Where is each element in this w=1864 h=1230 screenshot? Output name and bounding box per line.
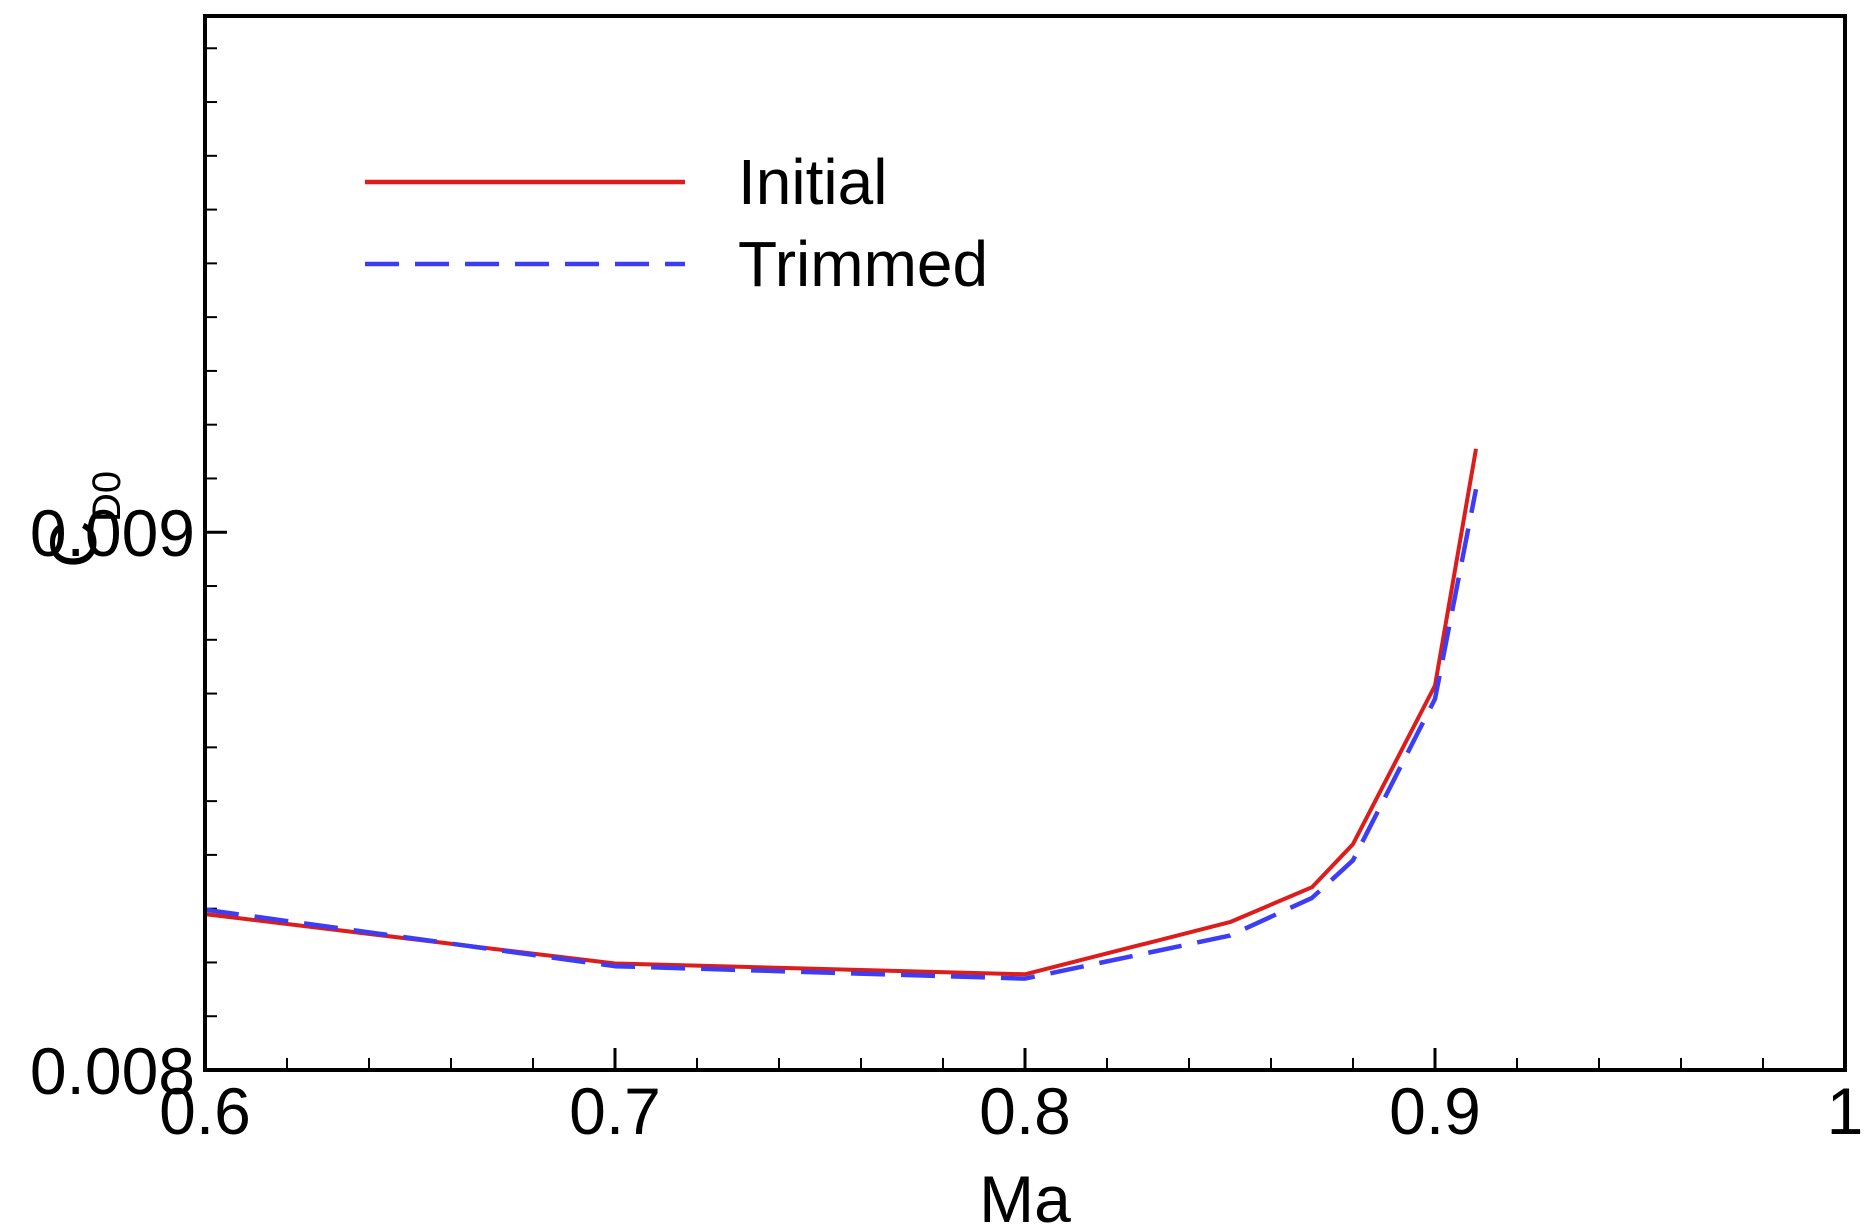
x-tick-label: 0.9	[1389, 1074, 1481, 1148]
x-tick-label: 0.8	[979, 1074, 1071, 1148]
series-line-initial	[204, 448, 1478, 977]
x-tick-label: 1	[1827, 1074, 1864, 1148]
y-axis-title: C D0	[36, 471, 129, 568]
legend: Initial Trimmed	[365, 146, 988, 300]
x-tick-label: 0.7	[569, 1074, 661, 1148]
plot-series	[204, 448, 1479, 981]
tick-labels: 0.6 0.7 0.8 0.9 1 0.008 0.009	[30, 496, 1864, 1148]
x-tick-label: 0.6	[159, 1074, 251, 1148]
plot-frame	[203, 14, 1847, 1072]
legend-label-trimmed: Trimmed	[738, 228, 988, 300]
y-axis-title-main: C	[36, 520, 110, 568]
y-tick-label: 0.009	[30, 496, 195, 570]
y-axis-title-subscript: D0	[85, 471, 129, 522]
axis-ticks	[203, 47, 1847, 1072]
x-axis-title: Ma	[979, 1162, 1071, 1230]
y-tick-label: 0.008	[30, 1034, 195, 1108]
legend-label-initial: Initial	[738, 146, 887, 218]
series-line-trimmed	[204, 488, 1479, 981]
